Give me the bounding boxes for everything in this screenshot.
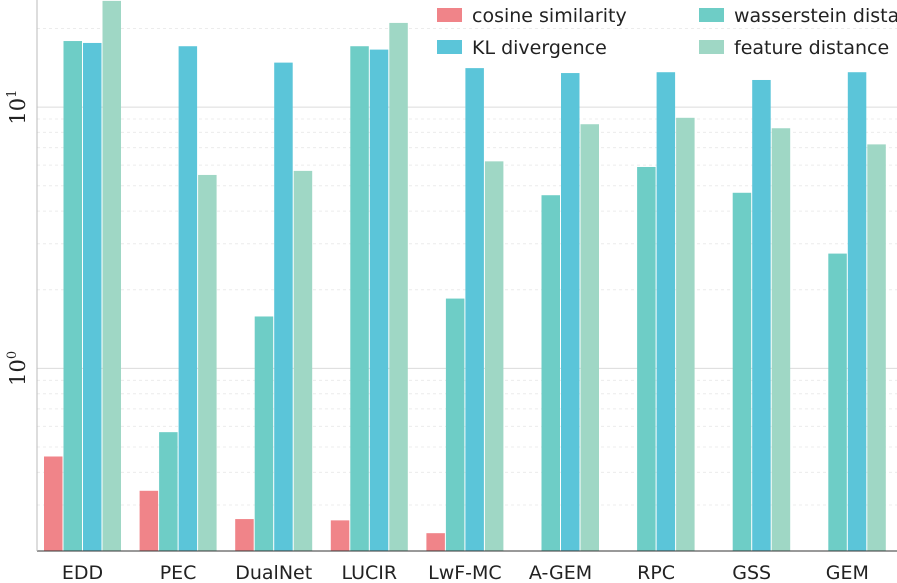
legend-label: wasserstein distance xyxy=(734,5,897,27)
legend-label: cosine similarity xyxy=(472,5,627,27)
bar-feature-distance-A-GEM xyxy=(581,124,600,551)
bar-KL-divergence-LwF-MC xyxy=(465,68,484,551)
bar-KL-divergence-A-GEM xyxy=(561,73,580,551)
bar-KL-divergence-LUCIR xyxy=(370,50,389,551)
bar-wasserstein-distance-PEC xyxy=(159,432,178,551)
bar-feature-distance-DualNet xyxy=(294,171,313,551)
x-tick-label: GSS xyxy=(732,562,771,583)
bar-KL-divergence-GSS xyxy=(752,80,771,551)
bar-KL-divergence-GEM xyxy=(848,72,867,551)
legend-swatch xyxy=(699,40,724,54)
bar-cosine-similarity-LwF-MC xyxy=(426,533,445,551)
bar-feature-distance-LwF-MC xyxy=(485,161,504,551)
bar-cosine-similarity-DualNet xyxy=(235,519,254,551)
x-tick-label: DualNet xyxy=(235,562,312,583)
bar-feature-distance-GSS xyxy=(772,128,791,551)
legend: cosine similarity wasserstein distance KL … xyxy=(437,5,897,59)
bars xyxy=(44,1,886,551)
legend-swatch xyxy=(437,40,462,54)
bar-wasserstein-distance-LUCIR xyxy=(350,46,369,551)
bar-wasserstein-distance-RPC xyxy=(637,167,656,551)
bar-wasserstein-distance-GEM xyxy=(828,254,847,551)
bar-feature-distance-RPC xyxy=(676,118,695,551)
bar-feature-distance-EDD xyxy=(103,1,122,551)
x-tick-label: GEM xyxy=(826,562,869,583)
bar-wasserstein-distance-DualNet xyxy=(255,316,274,551)
y-tick-label: 100 xyxy=(5,351,30,386)
bar-feature-distance-LUCIR xyxy=(389,23,408,551)
x-tick-labels: EDD PEC DualNet LUCIR LwF-MC A-GEM RPC GSS GEM xyxy=(62,562,869,583)
bar-wasserstein-distance-GSS xyxy=(733,193,752,551)
y-tick-label: 101 xyxy=(5,90,30,125)
legend-label: KL divergence xyxy=(472,37,607,59)
x-tick-label: RPC xyxy=(637,562,675,583)
bar-wasserstein-distance-A-GEM xyxy=(542,195,561,551)
bar-KL-divergence-RPC xyxy=(657,72,676,551)
bar-KL-divergence-EDD xyxy=(83,43,102,551)
bar-cosine-similarity-LUCIR xyxy=(331,520,350,551)
legend-swatch xyxy=(699,8,724,22)
bar-cosine-similarity-EDD xyxy=(44,456,63,551)
x-tick-label: A-GEM xyxy=(529,562,592,583)
x-tick-label: LwF-MC xyxy=(428,562,502,583)
x-tick-label: LUCIR xyxy=(341,562,397,583)
chart: EDD PEC DualNet LUCIR LwF-MC A-GEM RPC GSS GEM 1… xyxy=(0,0,897,583)
bar-wasserstein-distance-EDD xyxy=(64,41,83,551)
bar-cosine-similarity-PEC xyxy=(140,491,159,551)
y-tick-labels: 100 101 xyxy=(5,90,30,386)
bar-feature-distance-GEM xyxy=(867,144,886,551)
bar-KL-divergence-DualNet xyxy=(274,63,293,551)
bar-wasserstein-distance-LwF-MC xyxy=(446,299,465,551)
x-tick-label: PEC xyxy=(160,562,197,583)
legend-swatch xyxy=(437,8,462,22)
bar-KL-divergence-PEC xyxy=(179,46,198,551)
legend-label: feature distance xyxy=(734,37,889,59)
bar-feature-distance-PEC xyxy=(198,175,217,551)
x-tick-label: EDD xyxy=(62,562,103,583)
